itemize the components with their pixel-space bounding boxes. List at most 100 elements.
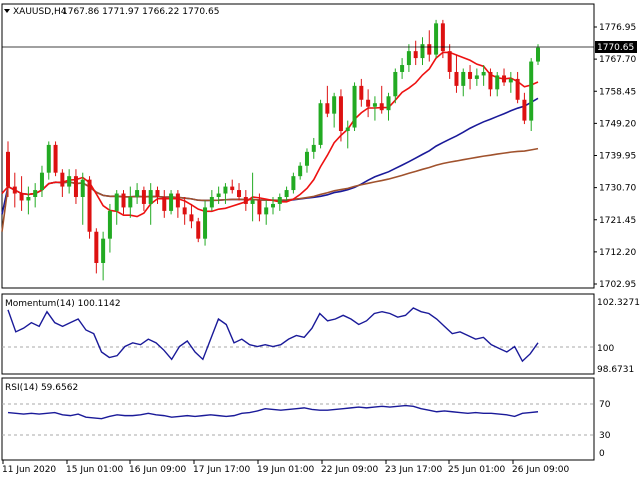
momentum-panel[interactable]: Momentum(14) 100.1142 102.3271 100 98.67… bbox=[1, 293, 640, 375]
price-label: 1721.45 bbox=[599, 216, 636, 226]
candle-body bbox=[39, 172, 44, 191]
momentum-title: Momentum(14) 100.1142 bbox=[5, 299, 121, 309]
candle bbox=[440, 19, 445, 59]
candle-body bbox=[189, 214, 194, 222]
candle-body bbox=[372, 103, 377, 107]
candle bbox=[413, 40, 418, 66]
candle bbox=[243, 190, 248, 211]
candle-body bbox=[379, 103, 384, 111]
price-label: 1730.70 bbox=[599, 184, 636, 194]
price-panel[interactable]: 1776.95 1767.70 1758.45 1749.20 1739.95 1730.… bbox=[1, 3, 637, 290]
candle-body bbox=[277, 197, 282, 204]
candle bbox=[19, 176, 24, 211]
candle bbox=[291, 172, 296, 194]
candle bbox=[182, 197, 187, 225]
candle bbox=[203, 200, 208, 246]
momentum-label-high: 102.3271 bbox=[597, 298, 640, 308]
candle-body bbox=[60, 172, 65, 187]
candle bbox=[94, 228, 99, 274]
candle-body bbox=[250, 200, 255, 204]
price-label: 1702.95 bbox=[599, 280, 636, 290]
candle bbox=[338, 89, 343, 142]
price-panel-frame bbox=[1, 3, 595, 289]
time-label: 19 Jun 01:00 bbox=[257, 465, 314, 475]
candle bbox=[352, 82, 357, 132]
candle bbox=[366, 89, 371, 118]
momentum-label-mid: 100 bbox=[597, 344, 614, 354]
candle-body bbox=[230, 186, 235, 191]
candle-body bbox=[243, 197, 248, 204]
candle-body bbox=[413, 51, 418, 59]
candle-body bbox=[114, 193, 119, 211]
candle-body bbox=[440, 23, 445, 52]
rsi-panel[interactable]: RSI(14) 59.6562 70 30 0 bbox=[1, 377, 611, 461]
candle-body bbox=[304, 151, 309, 166]
candle bbox=[87, 176, 92, 239]
candle-body bbox=[101, 238, 106, 263]
candle-body bbox=[386, 96, 391, 111]
candle-body bbox=[264, 207, 269, 215]
candle bbox=[257, 193, 262, 222]
time-label: 23 Jun 17:00 bbox=[385, 465, 442, 475]
time-label: 15 Jun 01:00 bbox=[66, 465, 123, 475]
candle bbox=[515, 71, 520, 104]
candle-body bbox=[352, 85, 357, 128]
price-label: 1749.20 bbox=[599, 119, 636, 129]
candle-body bbox=[87, 179, 92, 232]
candle bbox=[325, 85, 330, 118]
candle bbox=[406, 44, 411, 72]
candle bbox=[461, 68, 466, 97]
candle-body bbox=[318, 103, 323, 145]
candle-body bbox=[393, 71, 398, 97]
candle bbox=[101, 231, 106, 281]
candle-body bbox=[121, 193, 126, 208]
candle-body bbox=[536, 47, 540, 62]
candle-body bbox=[447, 51, 452, 72]
candle bbox=[474, 68, 479, 86]
candle-body bbox=[420, 44, 425, 59]
triangle-down-icon[interactable] bbox=[4, 9, 10, 13]
time-label: 22 Jun 09:00 bbox=[321, 465, 378, 475]
candle-body bbox=[461, 71, 466, 86]
candle-body bbox=[67, 176, 72, 187]
candle bbox=[39, 165, 44, 198]
candle bbox=[162, 190, 167, 218]
momentum-panel-frame bbox=[1, 293, 595, 375]
candle bbox=[284, 186, 289, 201]
candle bbox=[216, 186, 221, 204]
candle-body bbox=[162, 197, 167, 211]
rsi-label-0: 0 bbox=[599, 449, 605, 459]
candle-body bbox=[481, 71, 486, 76]
candle bbox=[128, 186, 133, 218]
candle-body bbox=[359, 85, 364, 100]
candle bbox=[379, 85, 384, 114]
price-label: 1776.95 bbox=[599, 23, 636, 33]
candle bbox=[318, 99, 323, 149]
candle-body bbox=[209, 197, 214, 208]
candle-body bbox=[271, 203, 275, 208]
candle-body bbox=[332, 96, 337, 114]
candle bbox=[468, 65, 473, 90]
candle-body bbox=[257, 200, 262, 215]
candle bbox=[427, 30, 432, 62]
candle-body bbox=[182, 207, 187, 215]
time-axis: 11 Jun 2020 15 Jun 01:00 16 Jun 09:00 17 Ju… bbox=[2, 460, 569, 475]
candle-body bbox=[33, 190, 38, 198]
momentum-label-low: 98.6731 bbox=[597, 365, 634, 375]
candle bbox=[502, 68, 507, 86]
candle-body bbox=[522, 99, 527, 121]
candle-body bbox=[345, 127, 350, 132]
candle-body bbox=[107, 210, 112, 239]
candle bbox=[481, 65, 486, 86]
candle bbox=[107, 203, 112, 253]
rsi-label-70: 70 bbox=[599, 400, 611, 410]
candle bbox=[529, 58, 534, 132]
candle-body bbox=[6, 151, 10, 187]
candle-body bbox=[53, 144, 58, 173]
candle-body bbox=[216, 193, 221, 198]
candle-body bbox=[400, 65, 405, 72]
candle-body bbox=[46, 144, 51, 173]
candle-body bbox=[338, 96, 343, 132]
ohlc-values: 1767.86 1771.97 1766.22 1770.65 bbox=[62, 7, 219, 17]
